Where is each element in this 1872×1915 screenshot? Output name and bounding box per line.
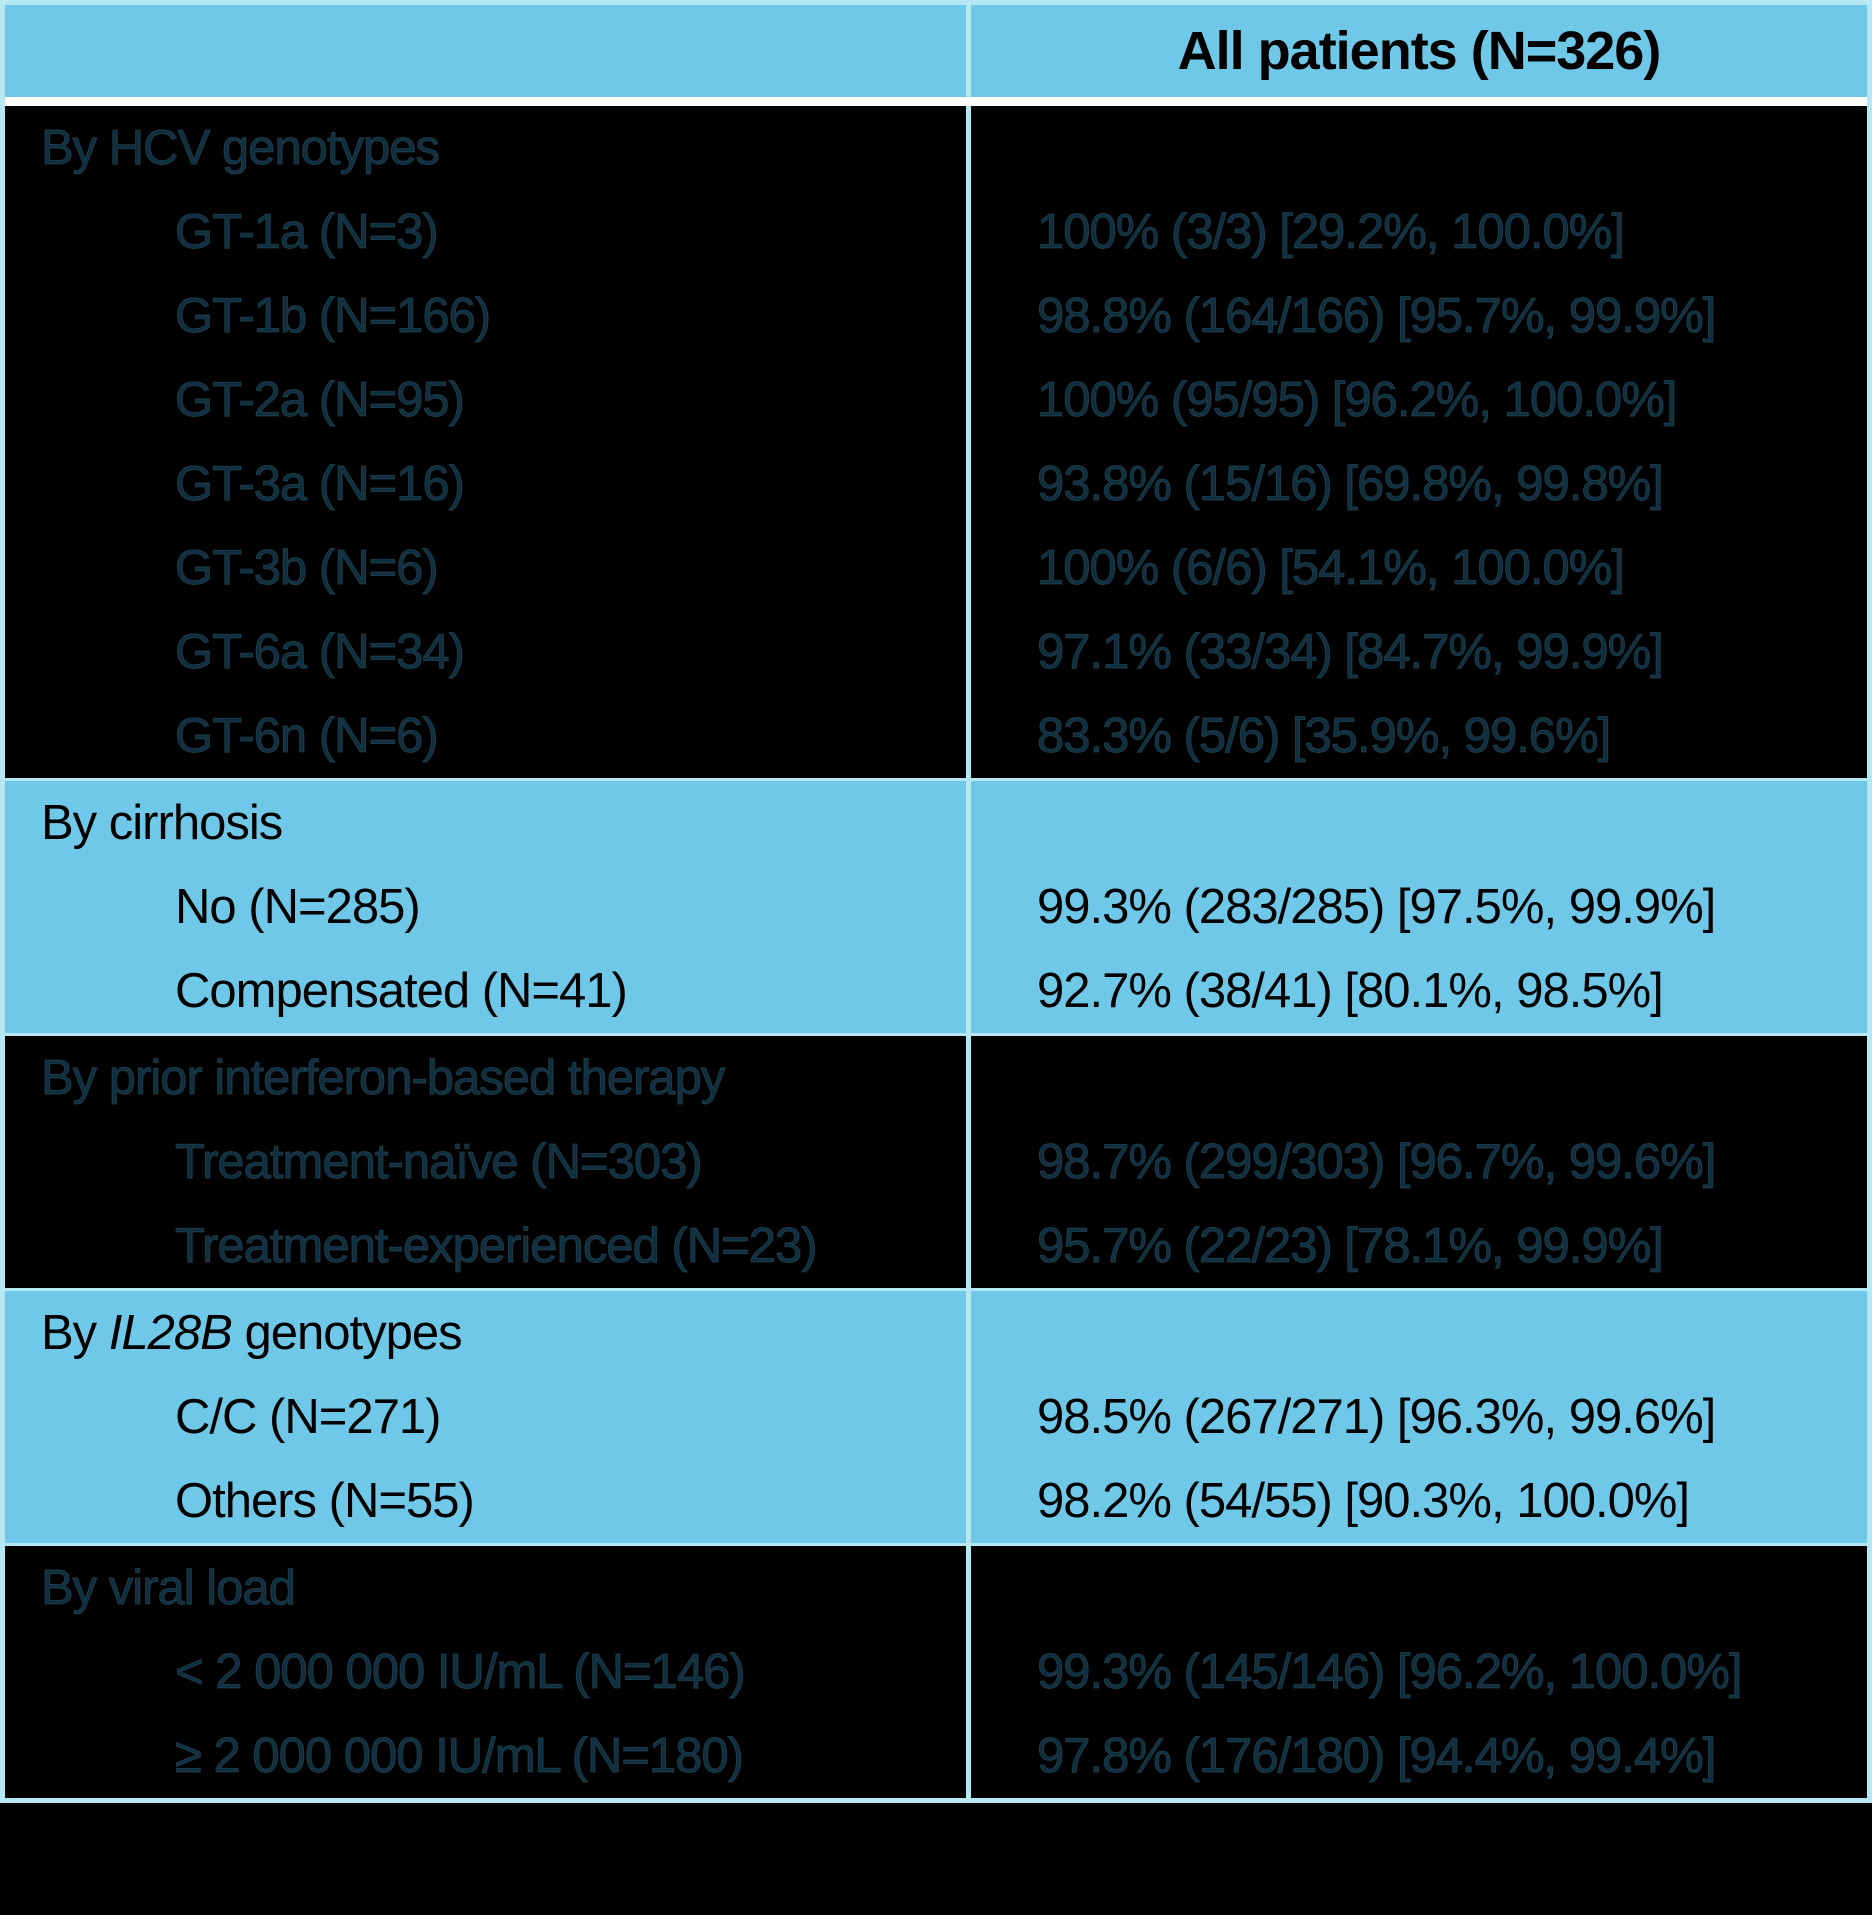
row-label: GT-1a (N=3) [175,205,440,260]
header-all-patients-cell: All patients (N=326) [971,5,1867,97]
row-label: GT-1b (N=166) [175,289,492,344]
row-value: 98.7% (299/303) [96.7%, 99.6%] [1037,1135,1717,1190]
header-empty-cell [5,5,966,97]
section-cirrhosis: By cirrhosis No (N=285) Compensated (N=4… [5,781,1867,1033]
row-value: 100% (95/95) [96.2%, 100.0%] [1037,373,1678,428]
row-value: 98.8% (164/166) [95.7%, 99.9%] [1037,289,1717,344]
empty-cell [971,106,1867,190]
section-title: By viral load [41,1561,297,1616]
row-value: 97.1% (33/34) [84.7%, 99.9%] [1037,625,1665,680]
row-value: 100% (6/6) [54.1%, 100.0%] [1037,541,1626,596]
row-value: 98.5% (267/271) [96.3%, 99.6%] [1037,1390,1716,1444]
section-separator [5,778,1867,781]
row-label: GT-3b (N=6) [175,541,440,596]
empty-cell [971,1036,1867,1120]
row-label: Treatment-experienced (N=23) [175,1219,819,1274]
title-suffix: genotypes [231,1306,462,1360]
section-hcv-genotypes: By HCV genotypes GT-1a (N=3) GT-1b (N=16… [5,106,1867,778]
column-divider [966,106,971,778]
title-gene-italic: IL28B [108,1306,233,1360]
section-separator [5,1288,1867,1291]
section-values-column: 99.3% (283/285) [97.5%, 99.9%] 92.7% (38… [971,781,1867,1033]
section-separator [5,1033,1867,1036]
table-header-row: All patients (N=326) [5,5,1867,97]
section-separator [5,1543,1867,1546]
empty-cell [971,1546,1867,1630]
section-il28b-genotypes: By IL28B genotypes C/C (N=271) Others (N… [5,1291,1867,1543]
row-value: 92.7% (38/41) [80.1%, 98.5%] [1037,964,1664,1018]
section-values-column: 100% (3/3) [29.2%, 100.0%] 98.8% (164/16… [971,106,1867,778]
row-value: 97.8% (176/180) [94.4%, 99.4%] [1037,1729,1717,1784]
column-divider [966,1546,971,1798]
section-viral-load: By viral load < 2 000 000 IU/mL (N=146) … [5,1546,1867,1798]
row-label: Treatment-naïve (N=303) [175,1135,704,1190]
results-table: All patients (N=326) By HCV genotypes GT… [0,0,1872,1803]
row-label: C/C (N=271) [175,1390,441,1444]
row-label: No (N=285) [175,880,421,934]
row-value: 100% (3/3) [29.2%, 100.0%] [1037,205,1626,260]
section-values-column: 99.3% (145/146) [96.2%, 100.0%] 97.8% (1… [971,1546,1867,1798]
empty-cell [971,781,1867,865]
section-title: By HCV genotypes [41,121,441,176]
title-prefix: By [41,1306,109,1360]
section-labels-column: By cirrhosis No (N=285) Compensated (N=4… [5,781,966,1033]
empty-cell [971,1291,1867,1375]
section-title: By IL28B genotypes [5,1291,966,1375]
row-value: 99.3% (145/146) [96.2%, 100.0%] [1037,1645,1744,1700]
row-label: < 2 000 000 IU/mL (N=146) [175,1645,747,1700]
section-labels-column: By IL28B genotypes C/C (N=271) Others (N… [5,1291,966,1543]
column-divider [966,781,971,1033]
row-value: 99.3% (283/285) [97.5%, 99.9%] [1037,880,1716,934]
row-value: 83.3% (5/6) [35.9%, 99.6%] [1037,709,1612,764]
column-divider [966,1036,971,1288]
column-divider [966,1291,971,1543]
row-value: 93.8% (15/16) [69.8%, 99.8%] [1037,457,1665,512]
row-value: 95.7% (22/23) [78.1%, 99.9%] [1037,1219,1665,1274]
row-label: Others (N=55) [175,1474,475,1528]
section-title: By cirrhosis [41,796,283,850]
section-labels-column: By HCV genotypes GT-1a (N=3) GT-1b (N=16… [5,106,966,778]
row-label: GT-6a (N=34) [175,625,466,680]
row-value: 98.2% (54/55) [90.3%, 100.0%] [1037,1474,1690,1528]
row-label: Compensated (N=41) [175,964,628,1018]
section-values-column: 98.5% (267/271) [96.3%, 99.6%] 98.2% (54… [971,1291,1867,1543]
header-separator [5,97,1867,106]
section-labels-column: By prior interferon-based therapy Treatm… [5,1036,966,1288]
row-label: GT-6n (N=6) [175,709,440,764]
section-values-column: 98.7% (299/303) [96.7%, 99.6%] 95.7% (22… [971,1036,1867,1288]
row-label: ≥ 2 000 000 IU/mL (N=180) [175,1729,745,1784]
section-title: By prior interferon-based therapy [41,1051,726,1106]
row-label: GT-3a (N=16) [175,457,466,512]
section-prior-therapy: By prior interferon-based therapy Treatm… [5,1036,1867,1288]
row-label: GT-2a (N=95) [175,373,466,428]
section-labels-column: By viral load < 2 000 000 IU/mL (N=146) … [5,1546,966,1798]
column-divider [966,5,971,97]
